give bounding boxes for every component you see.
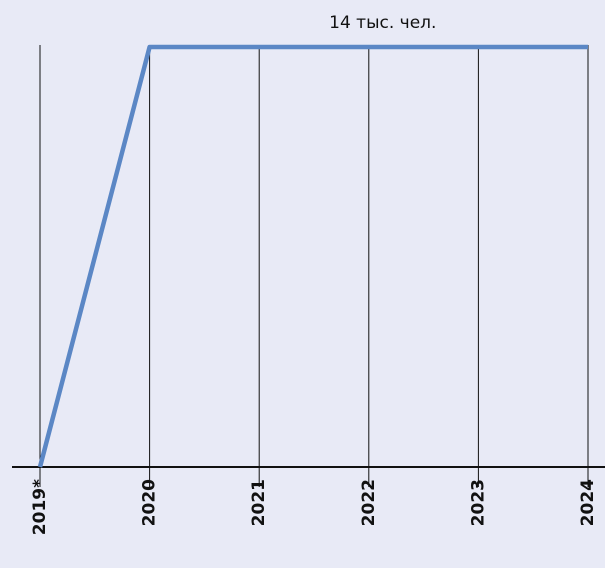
x-tick-label: 2020 xyxy=(140,479,160,526)
x-tick-label: 2024 xyxy=(578,479,598,526)
x-tick-label: 2023 xyxy=(468,479,488,526)
x-tick-label: 2019* xyxy=(30,479,50,535)
data-line xyxy=(37,44,588,468)
data-label: 14 тыс. чел. xyxy=(329,13,436,33)
x-tick-label: 2021 xyxy=(249,479,269,526)
x-tick-label: 2022 xyxy=(359,479,379,526)
